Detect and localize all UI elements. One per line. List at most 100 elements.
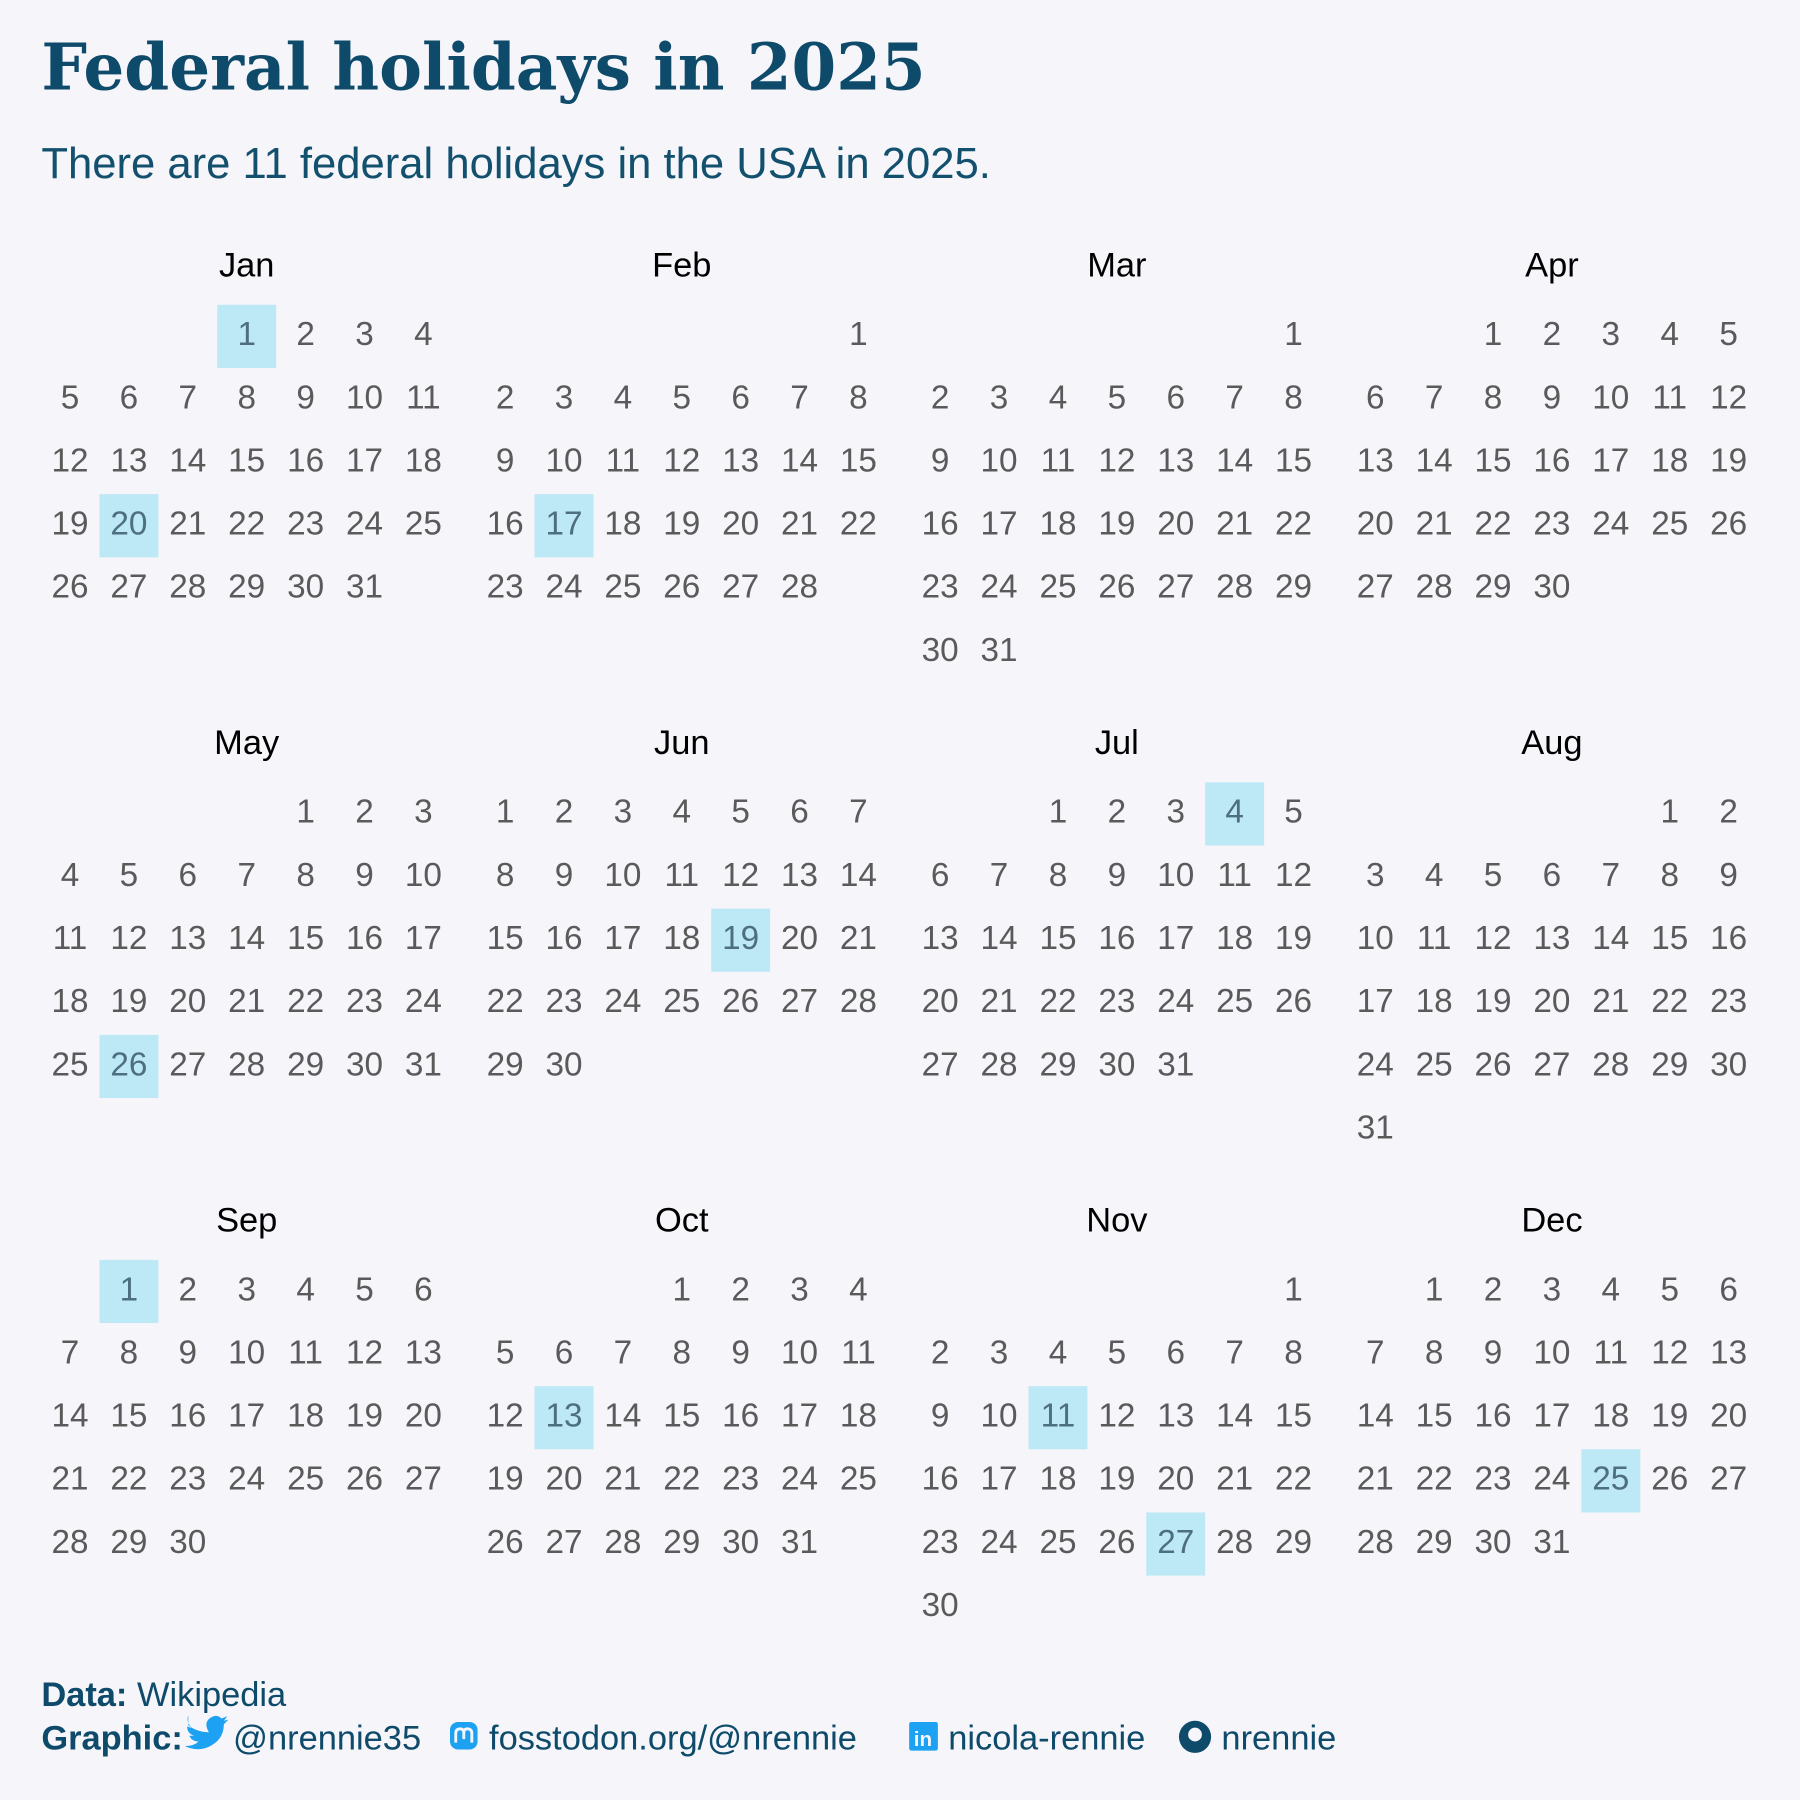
- day: 14: [1216, 442, 1253, 479]
- day: 18: [663, 920, 700, 957]
- day: 10: [981, 1398, 1018, 1435]
- day: 5: [496, 1334, 515, 1371]
- day: 20: [722, 506, 759, 543]
- day: 6: [555, 1334, 574, 1371]
- day: 12: [487, 1398, 524, 1435]
- day: 22: [840, 506, 877, 543]
- day: 13: [405, 1334, 442, 1371]
- day: 24: [981, 569, 1018, 606]
- day: 20: [169, 983, 206, 1020]
- day: 2: [1543, 316, 1562, 353]
- day: 9: [555, 857, 574, 894]
- day: 15: [228, 442, 265, 479]
- day: 17: [545, 506, 582, 543]
- title: Federal holidays in 2025: [41, 31, 925, 106]
- day: 21: [1416, 506, 1453, 543]
- day: 6: [790, 794, 809, 831]
- day: 18: [1039, 506, 1076, 543]
- day: 27: [110, 569, 147, 606]
- day: 19: [1651, 1398, 1688, 1435]
- day: 16: [1710, 920, 1747, 957]
- holiday-highlight: [217, 304, 277, 368]
- day: 27: [781, 983, 818, 1020]
- day: 19: [1098, 1461, 1135, 1498]
- day: 19: [722, 920, 759, 957]
- day: 28: [981, 1046, 1018, 1083]
- day: 2: [1719, 794, 1738, 831]
- day: 16: [1098, 920, 1135, 957]
- day: 19: [1098, 506, 1135, 543]
- day: 21: [1216, 1461, 1253, 1498]
- day: 24: [604, 983, 641, 1020]
- day: 19: [487, 1461, 524, 1498]
- day: 16: [287, 442, 324, 479]
- day: 10: [228, 1334, 265, 1371]
- linkedin-handle: nicola-rennie: [948, 1719, 1145, 1757]
- day: 10: [604, 857, 641, 894]
- day: 13: [1157, 442, 1194, 479]
- day: 4: [61, 857, 80, 894]
- day: 23: [545, 983, 582, 1020]
- day: 8: [1284, 1334, 1303, 1371]
- day: 3: [990, 379, 1009, 416]
- month-name: Jan: [219, 247, 275, 285]
- day: 22: [228, 506, 265, 543]
- day: 24: [405, 983, 442, 1020]
- day: 6: [179, 857, 198, 894]
- day: 23: [487, 569, 524, 606]
- day: 5: [1484, 857, 1503, 894]
- day: 26: [663, 569, 700, 606]
- day: 21: [169, 506, 206, 543]
- day: 16: [722, 1398, 759, 1435]
- day: 16: [1475, 1398, 1512, 1435]
- day: 7: [1225, 1334, 1244, 1371]
- day: 7: [179, 379, 198, 416]
- day: 12: [1098, 442, 1135, 479]
- day: 26: [487, 1524, 524, 1561]
- day: 26: [1710, 506, 1747, 543]
- day: 15: [487, 920, 524, 957]
- day: 14: [1216, 1398, 1253, 1435]
- day: 22: [287, 983, 324, 1020]
- day: 30: [287, 569, 324, 606]
- day: 27: [922, 1046, 959, 1083]
- day: 17: [981, 1461, 1018, 1498]
- day: 22: [487, 983, 524, 1020]
- day: 2: [296, 316, 315, 353]
- day: 16: [346, 920, 383, 957]
- holiday-highlight: [534, 494, 594, 558]
- day: 30: [1710, 1046, 1747, 1083]
- day: 7: [1225, 379, 1244, 416]
- holiday-highlight: [99, 1034, 159, 1099]
- day: 1: [496, 794, 515, 831]
- day: 31: [1157, 1046, 1194, 1083]
- day: 3: [355, 316, 374, 353]
- day: 1: [120, 1271, 139, 1308]
- day: 20: [1157, 1461, 1194, 1498]
- day: 8: [237, 379, 256, 416]
- day: 30: [922, 632, 959, 669]
- day: 10: [1592, 379, 1629, 416]
- day: 21: [981, 983, 1018, 1020]
- day: 23: [922, 1524, 959, 1561]
- day: 29: [1039, 1046, 1076, 1083]
- day: 22: [1039, 983, 1076, 1020]
- day: 7: [1425, 379, 1444, 416]
- day: 27: [1157, 1524, 1194, 1561]
- day: 1: [673, 1271, 692, 1308]
- day: 27: [1533, 1046, 1570, 1083]
- day: 12: [52, 442, 89, 479]
- day: 6: [1366, 379, 1385, 416]
- day: 1: [1425, 1271, 1444, 1308]
- day: 15: [1275, 442, 1312, 479]
- day: 15: [663, 1398, 700, 1435]
- day: 23: [1098, 983, 1135, 1020]
- day: 9: [931, 442, 950, 479]
- twitter-handle: @nrennie35: [233, 1719, 421, 1757]
- day: 12: [1710, 379, 1747, 416]
- day: 26: [110, 1046, 147, 1083]
- holiday-highlight: [1028, 1386, 1088, 1450]
- linkedin-icon: [909, 1721, 938, 1751]
- day: 14: [1592, 920, 1629, 957]
